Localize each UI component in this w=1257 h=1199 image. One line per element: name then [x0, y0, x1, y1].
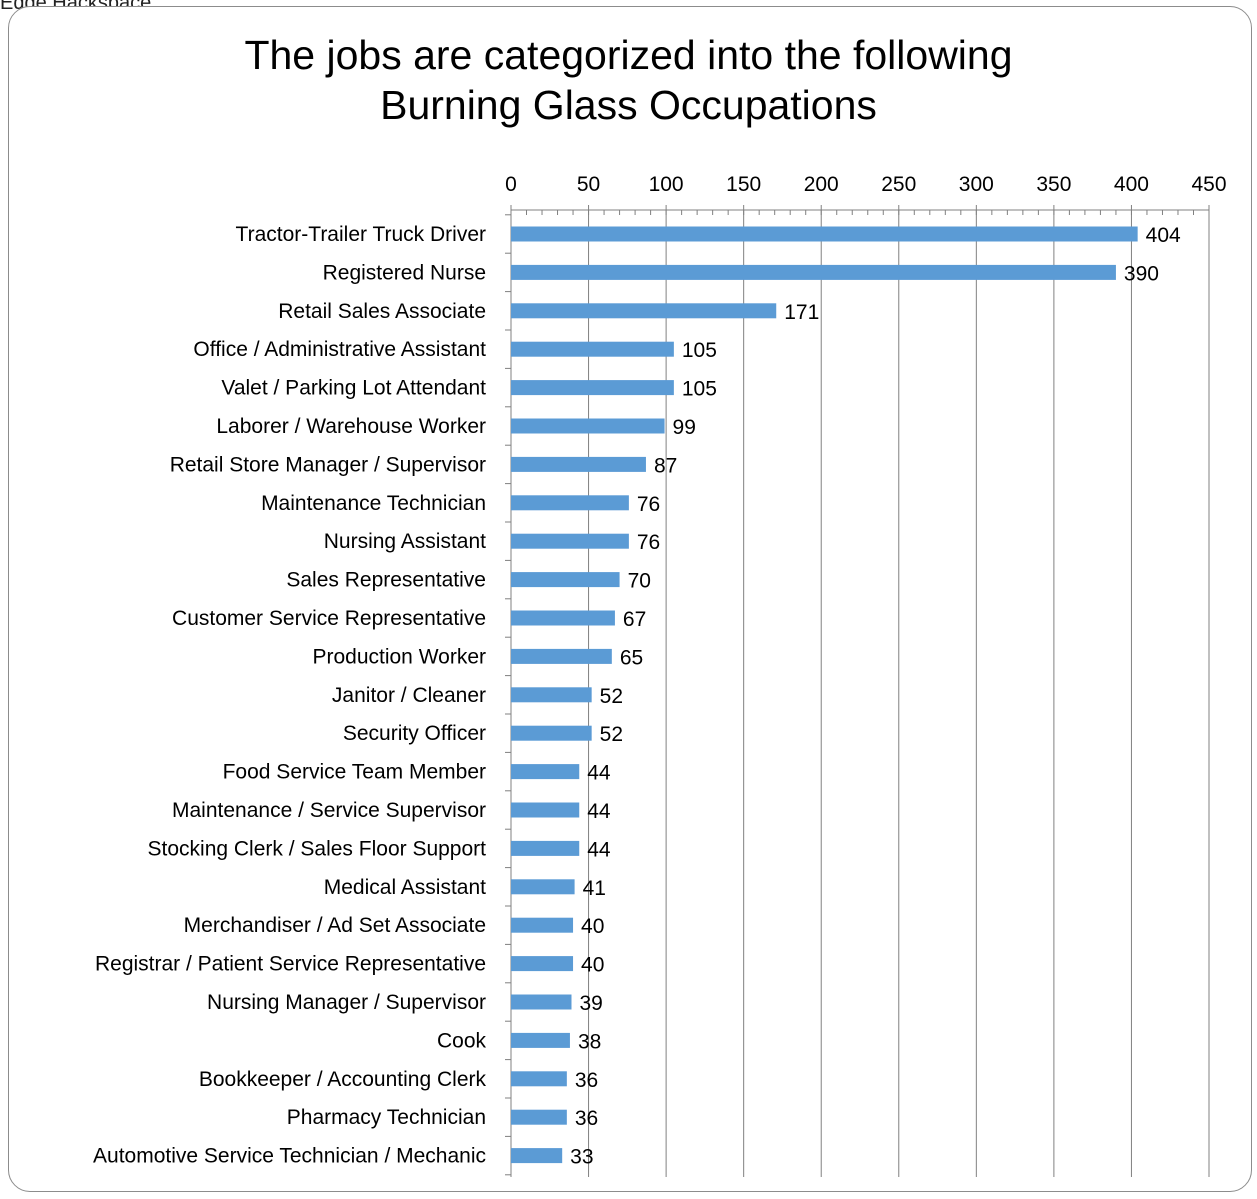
category-label: Maintenance / Service Supervisor: [172, 799, 486, 822]
value-label: 105: [682, 339, 717, 362]
value-label: 67: [623, 608, 646, 631]
category-label: Medical Assistant: [324, 876, 486, 899]
category-label: Retail Store Manager / Supervisor: [170, 453, 486, 476]
bar: [511, 879, 575, 895]
chart-title: The jobs are categorized into the follow…: [0, 30, 1257, 130]
bar: [511, 380, 674, 396]
chart-title-line-1: The jobs are categorized into the follow…: [244, 32, 1013, 78]
value-label: 76: [637, 493, 660, 516]
category-label: Food Service Team Member: [223, 761, 486, 784]
value-label: 39: [579, 992, 602, 1015]
bar: [511, 264, 1116, 280]
value-label: 87: [654, 454, 677, 477]
value-label: 171: [784, 301, 819, 324]
x-tick-label: 100: [649, 173, 684, 196]
value-label: 44: [587, 838, 611, 861]
value-label: 33: [570, 1146, 593, 1169]
value-label: 390: [1124, 262, 1159, 285]
bar: [511, 764, 580, 780]
value-label: 44: [587, 800, 611, 823]
category-label: Registered Nurse: [323, 261, 486, 284]
category-label: Laborer / Warehouse Worker: [216, 415, 486, 438]
category-label: Valet / Parking Lot Attendant: [221, 377, 486, 400]
x-tick-label: 300: [959, 173, 994, 196]
bar: [511, 572, 620, 588]
value-label: 52: [600, 685, 623, 708]
category-label: Production Worker: [312, 645, 486, 668]
bar: [511, 456, 646, 472]
bar: [511, 956, 574, 972]
bar: [511, 495, 629, 511]
value-label: 38: [578, 1030, 601, 1053]
bar: [511, 533, 629, 549]
category-label: Cook: [437, 1029, 487, 1052]
category-label: Security Officer: [343, 722, 486, 745]
bar: [511, 1032, 570, 1048]
x-tick-label: 200: [804, 173, 839, 196]
value-label: 44: [587, 762, 611, 785]
x-tick-label: 450: [1191, 173, 1226, 196]
bar: [511, 1148, 563, 1164]
slide-frame: [8, 6, 1252, 1192]
bar: [511, 725, 592, 741]
value-label: 65: [620, 646, 643, 669]
category-label: Maintenance Technician: [261, 492, 486, 515]
category-label: Office / Administrative Assistant: [193, 338, 486, 361]
bar: [511, 226, 1138, 242]
x-tick-label: 50: [577, 173, 600, 196]
category-label: Nursing Assistant: [324, 530, 486, 553]
bar: [511, 303, 777, 319]
value-label: 70: [628, 570, 651, 593]
category-label: Retail Sales Associate: [278, 300, 486, 323]
bar: [511, 610, 615, 626]
category-label: Tractor-Trailer Truck Driver: [236, 223, 486, 246]
bar: [511, 840, 580, 856]
x-tick-label: 250: [881, 173, 916, 196]
category-label: Bookkeeper / Accounting Clerk: [199, 1068, 487, 1091]
value-label: 76: [637, 531, 660, 554]
bar: [511, 994, 572, 1010]
value-label: 41: [583, 877, 606, 900]
value-label: 404: [1146, 224, 1181, 247]
value-label: 105: [682, 378, 717, 401]
category-label: Merchandiser / Ad Set Associate: [184, 914, 486, 937]
bar: [511, 341, 674, 357]
bar: [511, 1071, 567, 1087]
category-label: Stocking Clerk / Sales Floor Support: [148, 837, 487, 860]
category-label: Automotive Service Technician / Mechanic: [93, 1145, 486, 1168]
x-tick-label: 400: [1114, 173, 1149, 196]
value-label: 99: [673, 416, 696, 439]
bar: [511, 687, 592, 703]
x-tick-label: 150: [726, 173, 761, 196]
bar: [511, 418, 665, 434]
category-label: Nursing Manager / Supervisor: [207, 991, 486, 1014]
value-label: 40: [581, 954, 604, 977]
chart-title-line-2: Burning Glass Occupations: [380, 82, 877, 128]
bar: [511, 1109, 567, 1125]
value-label: 36: [575, 1107, 598, 1130]
category-label: Sales Representative: [286, 569, 486, 592]
bar: [511, 917, 574, 933]
bar: [511, 648, 612, 664]
category-label: Customer Service Representative: [172, 607, 486, 630]
value-label: 40: [581, 915, 604, 938]
category-label: Pharmacy Technician: [287, 1106, 486, 1129]
x-tick-label: 350: [1036, 173, 1071, 196]
value-label: 52: [600, 723, 623, 746]
x-tick-label: 0: [505, 173, 517, 196]
bar: [511, 802, 580, 818]
category-label: Registrar / Patient Service Representati…: [95, 953, 486, 976]
value-label: 36: [575, 1069, 598, 1092]
category-label: Janitor / Cleaner: [332, 684, 486, 707]
